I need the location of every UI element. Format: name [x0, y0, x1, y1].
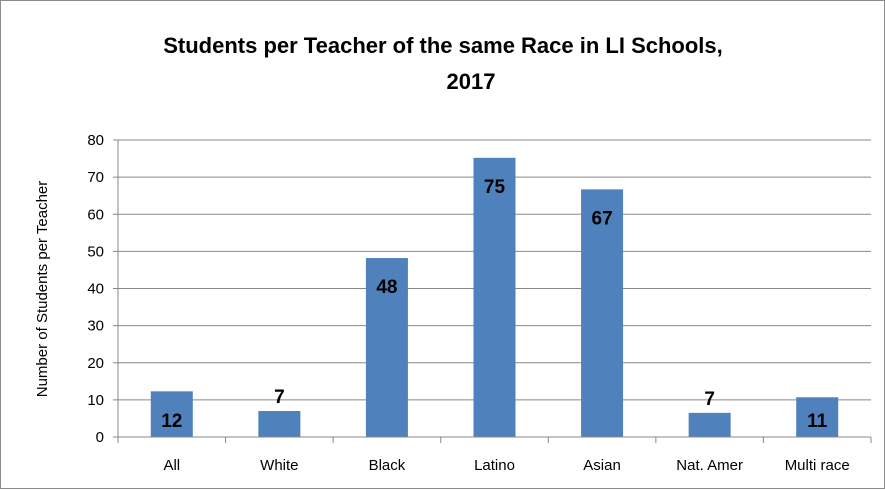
- y-tick-label: 70: [87, 169, 104, 186]
- chart-title-line-1: Students per Teacher of the same Race in…: [163, 33, 723, 58]
- x-tick-label: Nat. Amer: [676, 457, 743, 474]
- bar: [365, 258, 408, 437]
- y-tick-labels: 0 10 20 30 40 50 60 70 80: [87, 132, 104, 446]
- y-tick-label: 60: [87, 206, 104, 223]
- axes: [113, 139, 872, 443]
- bar: [258, 411, 301, 437]
- data-label: 48: [376, 277, 397, 298]
- y-axis-label: Number of Students per Teacher: [34, 181, 51, 398]
- bars: [150, 157, 839, 437]
- y-tick-label: 0: [96, 429, 104, 446]
- x-tick-label: White: [260, 457, 298, 474]
- data-labels: 12 7 48 75 67 7 11: [161, 177, 827, 432]
- x-tick-label: Multi race: [785, 457, 850, 474]
- y-tick-label: 80: [87, 132, 104, 149]
- x-tick-labels: All White Black Latino Asian Nat. Amer Multi r…: [163, 457, 849, 474]
- data-label: 7: [274, 387, 285, 408]
- x-tick-label: Black: [369, 457, 406, 474]
- y-tick-label: 50: [87, 243, 104, 260]
- chart-title-line-2: 2017: [447, 69, 496, 94]
- y-tick-label: 10: [87, 392, 104, 409]
- bar: [473, 157, 516, 437]
- data-label: 7: [704, 389, 715, 410]
- y-tick-label: 30: [87, 318, 104, 335]
- x-tick-label: All: [163, 457, 180, 474]
- bar: [150, 391, 193, 437]
- x-tick-label: Latino: [474, 457, 515, 474]
- data-label: 67: [592, 208, 613, 229]
- bar: [581, 189, 624, 437]
- data-label: 12: [161, 411, 182, 432]
- y-tick-label: 20: [87, 355, 104, 372]
- bar: [688, 412, 731, 437]
- bar: [796, 397, 839, 437]
- y-tick-label: 40: [87, 281, 104, 298]
- data-label: 11: [807, 411, 828, 432]
- x-tick-label: Asian: [583, 457, 621, 474]
- data-label: 75: [484, 177, 506, 198]
